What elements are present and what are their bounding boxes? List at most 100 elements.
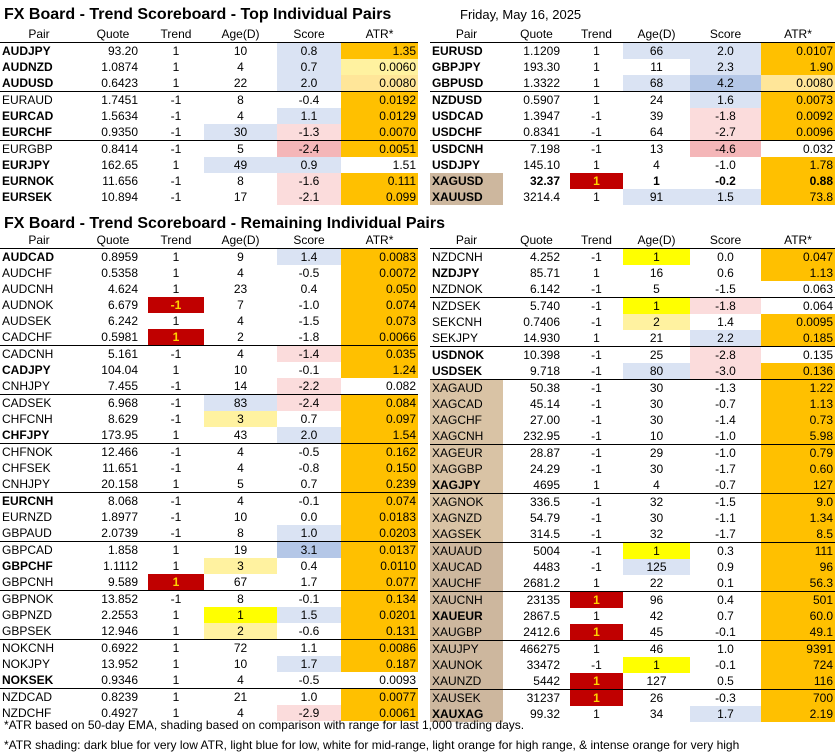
- cell-score: -1.6: [277, 173, 341, 189]
- table-row: NZDUSD 0.5907 1 24 1.6 0.0073: [430, 91, 835, 108]
- table-row: AUDNOK 6.679 -1 7 -1.0 0.074: [0, 297, 418, 313]
- cell-atr: 0.0080: [761, 75, 835, 92]
- cell-pair: XAGAUD: [430, 379, 503, 396]
- cell-atr: 0.0110: [341, 558, 418, 574]
- cell-trend: -1: [570, 140, 623, 157]
- cell-trend: 1: [172, 559, 180, 573]
- cell-pair: XAGCHF: [430, 412, 503, 428]
- cell-score: -0.1: [715, 625, 736, 639]
- table-row: EURSEK 10.894 -1 17 -2.1 0.099: [0, 189, 418, 205]
- cell-trend: -1: [170, 379, 182, 393]
- col-score-header: Score: [690, 232, 761, 249]
- cell-pair: EURAUD: [0, 91, 78, 108]
- cell-quote: 0.8414: [78, 140, 148, 157]
- table-row: AUDCHF 0.5358 1 4 -0.5 0.0072: [0, 265, 418, 281]
- table-row: AUDJPY 93.20 1 10 0.8 1.35: [0, 42, 418, 59]
- col-pair-header: Pair: [430, 26, 503, 43]
- col-age-header: Age(D): [204, 26, 277, 43]
- cell-quote: 2681.2: [523, 576, 560, 590]
- cell-age: 42: [649, 609, 664, 623]
- cell-atr: 0.0060: [341, 59, 418, 75]
- cell-quote: 4.252: [503, 248, 570, 265]
- header-row: Pair Quote Trend Age(D) Score ATR*: [0, 232, 418, 249]
- cell-pair: SEKJPY: [432, 331, 479, 345]
- table-row: NZDJPY 85.71 1 16 0.6 1.13: [430, 265, 835, 281]
- cell-atr: 0.0201: [341, 607, 418, 623]
- cell-score: -0.1: [715, 658, 736, 672]
- cell-score: 0.6: [717, 266, 734, 280]
- cell-score: -0.7: [715, 397, 736, 411]
- table-row: NZDSEK 5.740 -1 1 -1.8 0.064: [430, 297, 835, 314]
- cell-pair: EURCAD: [2, 109, 54, 123]
- cell-trend: -1: [170, 125, 182, 139]
- table-row: EURNOK 11.656 -1 8 -1.6 0.111: [0, 173, 418, 189]
- table-row: AUDUSD 0.6423 1 22 2.0 0.0080: [0, 75, 418, 92]
- table-row: NZDCNH 4.252 -1 1 0.0 0.047: [430, 248, 835, 265]
- cell-pair: CHFSEK: [2, 461, 51, 475]
- cell-age: 14: [233, 379, 248, 393]
- cell-atr: 0.082: [385, 379, 416, 393]
- col-quote-header: Quote: [503, 232, 570, 249]
- cell-score: -1.7: [715, 462, 736, 476]
- cell-quote: 9.718: [529, 364, 560, 378]
- cell-quote: 0.8239: [78, 688, 148, 705]
- cell-atr: 0.0077: [341, 688, 418, 705]
- cell-age: 8: [237, 174, 244, 188]
- cell-trend: -1: [591, 397, 602, 411]
- table-row: GBPCHF 1.1112 1 3 0.4 0.0110: [0, 558, 418, 574]
- cell-age: 67: [233, 575, 248, 589]
- cell-quote: 1.8977: [101, 510, 138, 524]
- col-pair-header: Pair: [430, 232, 503, 249]
- cell-age: 17: [233, 190, 248, 204]
- col-trend-header: Trend: [570, 232, 623, 249]
- top-pairs-title: FX Board - Trend Scoreboard - Top Indivi…: [4, 6, 392, 23]
- cell-trend: -1: [170, 526, 182, 540]
- cell-quote: 162.65: [101, 158, 138, 172]
- cell-atr: 1.78: [761, 157, 835, 173]
- cell-atr: 0.064: [761, 297, 835, 314]
- cell-pair: NZDCNH: [430, 248, 503, 265]
- cell-score: 1.1: [277, 639, 341, 656]
- cell-trend: 1: [172, 477, 180, 491]
- table-row: NZDNOK 6.142 -1 5 -1.5 0.063: [430, 281, 835, 298]
- cell-age: 32: [649, 527, 664, 541]
- table-row: XAUCHF 2681.2 1 22 0.1 56.3: [430, 575, 835, 592]
- cell-atr: 0.0129: [341, 108, 418, 124]
- cell-age: 10: [649, 429, 664, 443]
- cell-score: 0.3: [690, 542, 761, 559]
- cell-trend: 1: [570, 42, 623, 59]
- cell-score: 1.7: [300, 575, 318, 589]
- table-row: XAUUSD 3214.4 1 91 1.5 73.8: [430, 189, 835, 205]
- cell-pair: AUDCNH: [2, 282, 54, 296]
- cell-trend: -1: [170, 412, 182, 426]
- cell-score: -0.5: [298, 673, 320, 687]
- cell-atr: 73.8: [761, 189, 835, 205]
- cell-age: 13: [623, 140, 690, 157]
- footnote-atr-shading: *ATR shading: dark blue for very low ATR…: [4, 738, 740, 752]
- col-trend-header: Trend: [148, 26, 204, 43]
- cell-trend: -1: [591, 527, 602, 541]
- cell-trend: 1: [570, 173, 623, 189]
- table-row: NZDCAD 0.8239 1 21 1.0 0.0077: [0, 688, 418, 705]
- cell-quote: 27.00: [529, 413, 560, 427]
- cell-pair: XAUCHF: [430, 575, 503, 592]
- cell-quote: 314.5: [529, 527, 560, 541]
- cell-pair: XAUNZD: [430, 673, 503, 690]
- cell-atr: 0.073: [341, 313, 418, 329]
- cell-trend: 1: [570, 689, 623, 706]
- cell-score: 0.4: [300, 559, 318, 573]
- cell-quote: 93.20: [78, 42, 148, 59]
- cell-quote: 8.629: [107, 412, 138, 426]
- cell-quote: 32.37: [529, 174, 560, 188]
- cell-age: 39: [649, 109, 664, 123]
- cell-score: 0.5: [717, 674, 734, 688]
- cell-score: -0.5: [277, 443, 341, 460]
- cell-pair: XAUGBP: [430, 624, 503, 641]
- cell-age: 91: [623, 189, 690, 205]
- table-row: CADSEK 6.968 -1 83 -2.4 0.084: [0, 394, 418, 411]
- cell-age: 4: [237, 60, 244, 74]
- col-quote-header: Quote: [503, 26, 570, 43]
- table-row: XAUCAD 4483 -1 125 0.9 96: [430, 559, 835, 575]
- cell-atr: 0.185: [761, 330, 835, 347]
- header-row: Pair Quote Trend Age(D) Score ATR*: [430, 232, 835, 249]
